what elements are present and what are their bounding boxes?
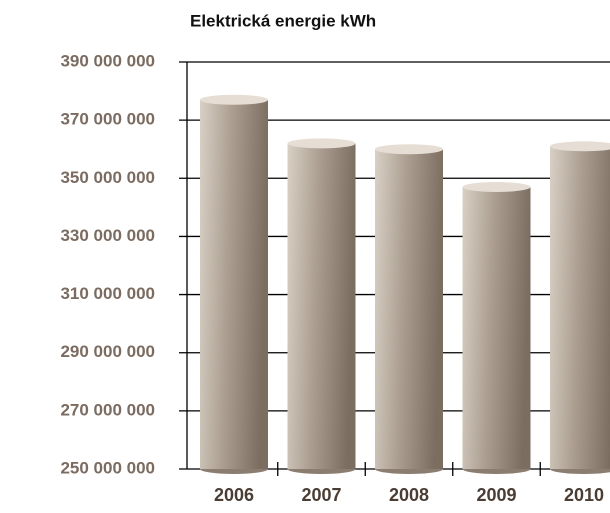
y-tick-label: 310 000 000 [60,284,155,303]
bar-top [550,141,610,152]
bar [462,187,531,469]
y-tick-label: 370 000 000 [60,110,155,129]
x-tick-label: 2010 [564,485,604,505]
chart-title: Elektrická energie kWh [190,11,376,30]
bar [375,149,443,469]
y-tick-label: 290 000 000 [60,342,155,361]
x-tick-label: 2006 [214,485,254,505]
bar [287,143,356,469]
x-tick-label: 2009 [476,485,516,505]
y-tick-label: 330 000 000 [60,226,155,245]
bar [200,99,268,470]
bar-top [462,182,531,193]
bar-top [200,94,268,105]
y-tick-label: 390 000 000 [60,51,155,70]
bar [550,146,610,470]
x-tick-label: 2008 [389,485,429,505]
y-tick-label: 350 000 000 [60,168,155,187]
y-tick-label: 270 000 000 [60,400,155,419]
bar-top [375,144,443,155]
x-tick-label: 2007 [301,485,341,505]
bar-top [287,138,356,149]
y-tick-label: 250 000 000 [60,458,155,477]
